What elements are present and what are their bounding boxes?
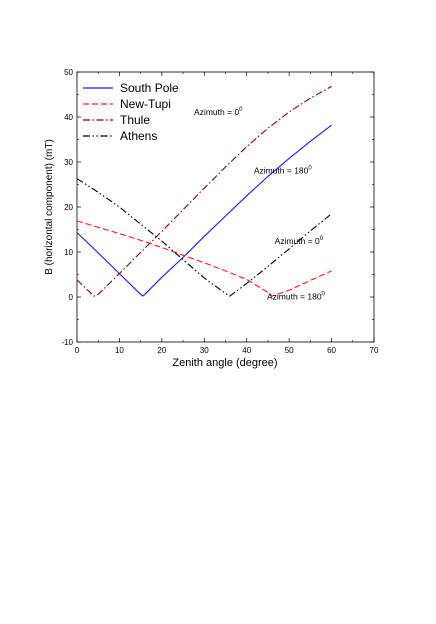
series-line-athens (76, 178, 332, 297)
series-line-new-tupi (76, 220, 332, 297)
annotations: Azimuth = 00 Azimuth = 1800 Azimuth = 00 Az… (194, 107, 325, 302)
y-axis-title: B (horizontal component) (mT) (44, 139, 55, 275)
x-tick-label: 30 (200, 346, 209, 355)
azimuth-annotation: Azimuth = 1800 (267, 292, 326, 302)
legend-label: Thule (120, 113, 150, 127)
legend: South Pole New-Tupi Thule Athens (83, 81, 179, 143)
series-line-south-pole (76, 124, 332, 297)
y-tick-label: 10 (64, 248, 73, 257)
x-tick-label: 20 (157, 346, 166, 355)
x-tick-label: 60 (327, 346, 336, 355)
series-layer (76, 85, 332, 297)
legend-label: New-Tupi (120, 97, 171, 111)
y-tick-label: 40 (64, 113, 73, 122)
y-tick-label: 30 (64, 158, 73, 167)
y-axis-ticks: -10 0 10 20 30 40 50 (61, 68, 374, 347)
x-tick-label: 50 (285, 346, 294, 355)
x-tick-label: 10 (115, 346, 124, 355)
legend-label: South Pole (120, 81, 179, 95)
y-tick-label: 20 (64, 203, 73, 212)
x-tick-label: 40 (242, 346, 251, 355)
azimuth-annotation: Azimuth = 00 (275, 236, 324, 246)
x-axis-ticks: 0 10 20 30 40 50 60 70 (75, 72, 379, 355)
x-tick-label: 70 (370, 346, 379, 355)
legend-label: Athens (120, 129, 157, 143)
x-axis-title: Zenith angle (degree) (172, 357, 277, 369)
azimuth-annotation: Azimuth = 00 (194, 107, 243, 117)
series-line-thule (76, 85, 332, 297)
y-tick-label: -10 (61, 338, 73, 347)
azimuth-annotation: Azimuth = 1800 (254, 166, 313, 176)
y-tick-label: 0 (69, 293, 74, 302)
y-tick-label: 50 (64, 68, 73, 77)
x-tick-label: 0 (75, 346, 80, 355)
